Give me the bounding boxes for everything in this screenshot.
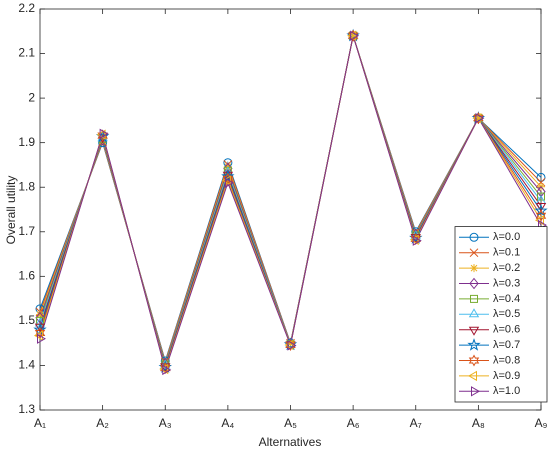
- y-tick-label: 2.2: [18, 1, 35, 15]
- marker: [99, 128, 109, 139]
- marker: [221, 175, 231, 186]
- legend-label: λ=0.8: [493, 354, 520, 366]
- marker: [162, 364, 172, 376]
- x-tick-label: A₂: [96, 416, 109, 430]
- marker: [470, 264, 478, 273]
- marker: [287, 340, 297, 351]
- marker: [222, 166, 234, 176]
- marker: [534, 203, 548, 217]
- marker: [467, 338, 481, 351]
- legend-label: λ=0.4: [493, 293, 520, 305]
- y-tick-label: 2.1: [18, 46, 35, 60]
- marker: [470, 294, 478, 303]
- legend-label: λ=1.0: [493, 385, 520, 397]
- legend-label: λ=0.6: [493, 324, 520, 336]
- marker: [412, 235, 422, 246]
- marker: [535, 202, 547, 212]
- marker: [347, 29, 359, 42]
- y-tick-label: 1.6: [18, 269, 35, 283]
- marker: [474, 114, 483, 123]
- marker: [33, 322, 47, 336]
- marker: [475, 112, 485, 124]
- y-tick-label: 1.3: [18, 402, 35, 416]
- x-tick-label: A₉: [535, 416, 548, 430]
- x-tick-label: A₁: [34, 416, 46, 430]
- marker: [534, 214, 544, 226]
- marker: [285, 338, 296, 351]
- marker: [536, 172, 546, 182]
- legend: λ=0.0 λ=0.1 λ=0.2 λ=0.3 λ=0.4 λ=0.5 λ=0.6 λ=0.7…: [454, 226, 548, 403]
- marker: [347, 30, 357, 41]
- marker: [469, 277, 479, 290]
- marker: [535, 209, 547, 222]
- marker: [33, 330, 43, 341]
- y-tick-label: 1.5: [18, 313, 35, 327]
- marker: [35, 311, 45, 324]
- marker: [468, 354, 480, 367]
- x-tick-label: A₈: [472, 416, 485, 430]
- legend-label: λ=0.5: [493, 308, 520, 320]
- legend-label: λ=0.1: [493, 247, 520, 259]
- y-tick-label: 1.7: [18, 224, 35, 238]
- marker: [286, 339, 295, 348]
- x-tick-label: A₇: [410, 416, 422, 430]
- x-tick-label: A₃: [159, 416, 172, 430]
- legend-label: λ=0.3: [493, 277, 520, 289]
- marker: [34, 317, 46, 327]
- marker: [469, 248, 479, 258]
- x-axis-label: Alternatives: [259, 435, 322, 449]
- marker: [468, 326, 480, 336]
- marker: [37, 333, 47, 344]
- x-tick-label: A₄: [221, 416, 234, 430]
- legend-label: λ=0.9: [493, 370, 520, 382]
- marker: [469, 232, 479, 242]
- marker: [221, 169, 235, 183]
- y-tick-label: 1.9: [18, 135, 35, 149]
- marker: [471, 386, 481, 397]
- legend-label: λ=0.2: [493, 262, 520, 274]
- y-tick-label: 2: [28, 90, 35, 104]
- marker: [284, 339, 294, 351]
- marker: [36, 310, 44, 319]
- marker: [224, 177, 234, 188]
- x-tick-label: A₅: [284, 416, 297, 430]
- marker: [160, 357, 170, 370]
- marker: [537, 192, 545, 201]
- x-tick-label: A₆: [347, 416, 360, 430]
- y-tick-label: 1.4: [18, 358, 35, 372]
- marker: [536, 177, 546, 187]
- marker: [472, 112, 482, 124]
- legend-label: λ=0.0: [493, 231, 520, 243]
- marker: [349, 31, 358, 40]
- marker: [350, 30, 360, 41]
- marker: [411, 228, 421, 241]
- y-axis-label: Overall utility: [4, 176, 18, 245]
- marker: [473, 112, 484, 125]
- marker: [468, 308, 480, 318]
- y-tick-label: 1.8: [18, 179, 35, 193]
- marker: [467, 370, 477, 382]
- legend-label: λ=0.7: [493, 339, 520, 351]
